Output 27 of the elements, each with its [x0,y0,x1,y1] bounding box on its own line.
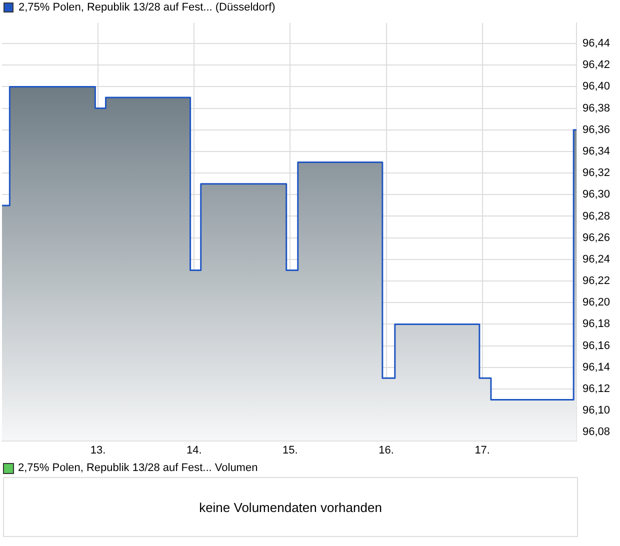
legend-label: 2,75% Polen, Republik 13/28 auf Fest... Volumen [18,462,258,474]
y-tick-label: 96,38 [582,102,610,114]
y-tick-label: 96,14 [582,361,610,374]
legend-label: 2,75% Polen, Republik 13/28 auf Fest... (Düsseldorf) [18,2,276,14]
y-tick-label: 96,34 [582,146,610,158]
y-tick-label: 96,42 [582,59,610,72]
text: keine Volumendaten vorhanden [199,500,382,514]
y-tick-label: 96,24 [582,253,610,266]
y-tick-label: 96,20 [582,296,610,309]
y-tick-label: 96,28 [582,210,610,222]
y-tick-label: 96,44 [582,38,610,50]
x-tick-label: 13. [90,444,106,456]
y-tick-label: 96,36 [582,124,610,136]
y-tick-label: 96,12 [582,383,610,396]
x-tick-label: 14. [186,444,202,456]
y-tick-label: 96,32 [582,167,610,180]
x-tick-label: 16. [378,444,394,456]
y-tick-label: 96,26 [582,232,610,244]
y-tick-label: 96,30 [582,188,610,201]
x-tick-label: 17. [474,444,490,456]
y-tick-label: 96,10 [582,404,610,417]
y-tick-label: 96,18 [582,318,610,330]
x-tick-label: 15. [282,444,298,456]
y-tick-label: 96,22 [582,275,610,288]
y-tick-label: 96,08 [582,426,610,438]
y-tick-label: 96,40 [582,80,610,93]
y-tick-label: 96,16 [582,340,610,352]
